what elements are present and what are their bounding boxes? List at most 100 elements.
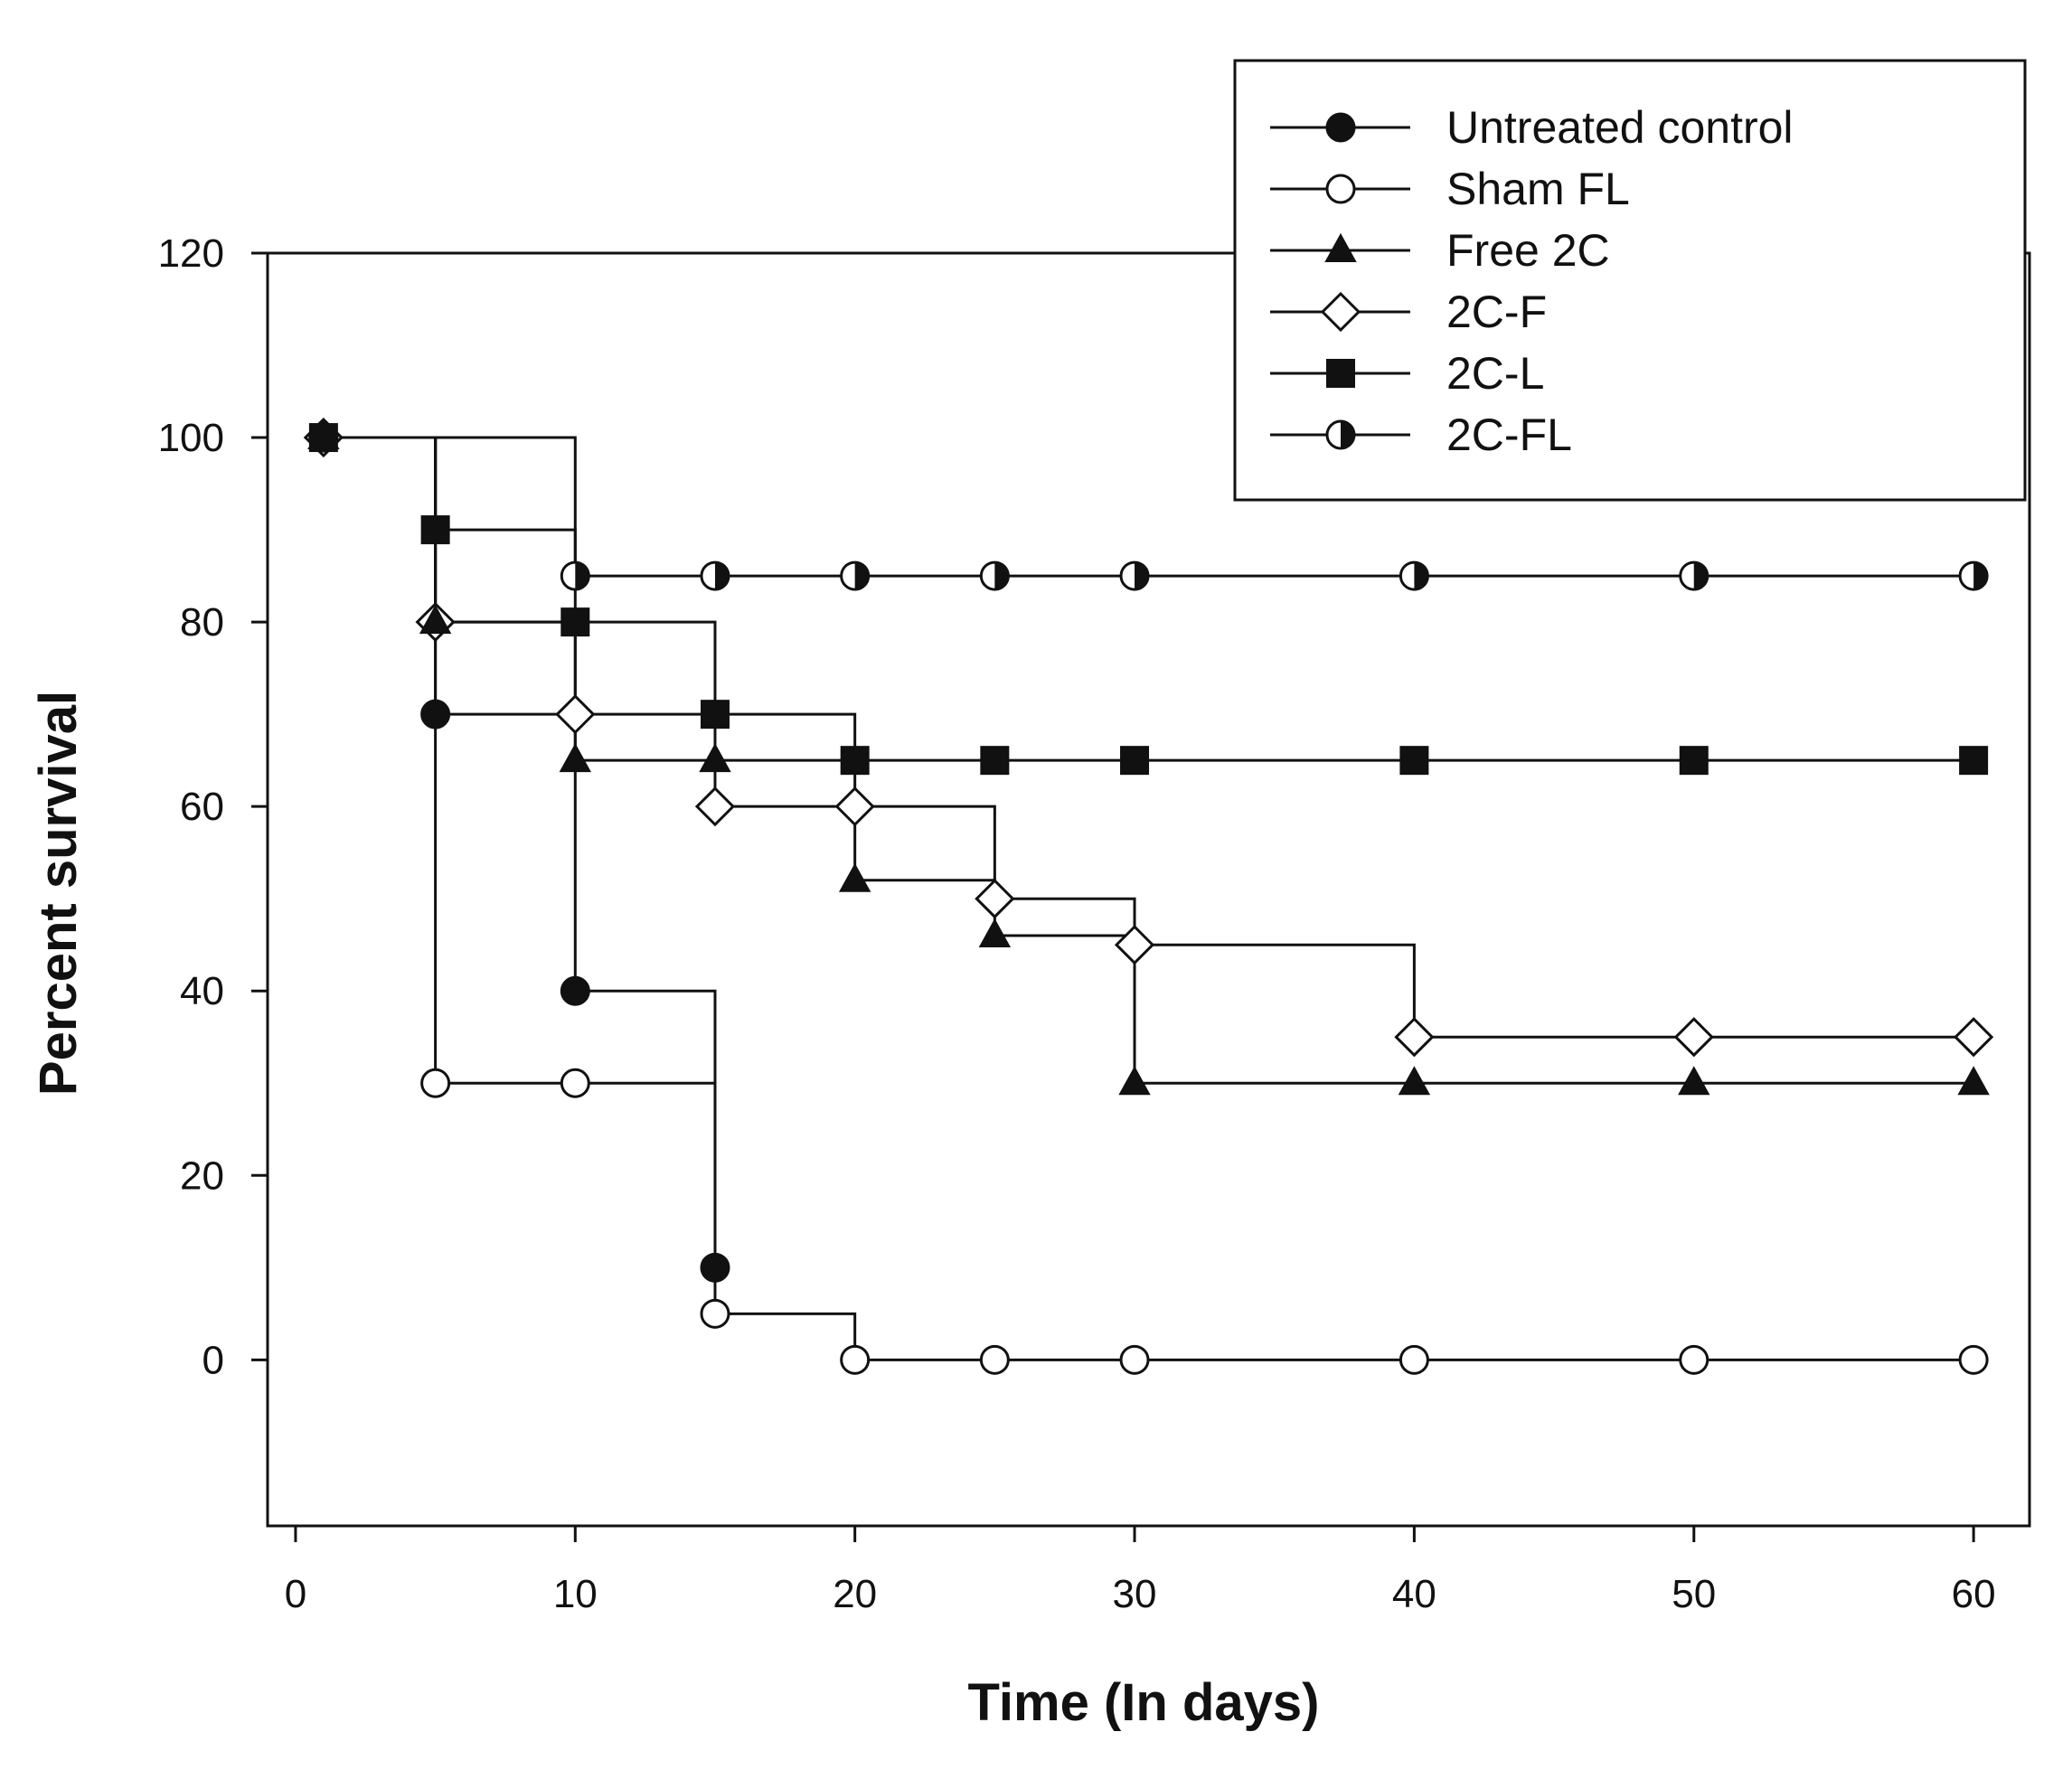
point-sham-fl: [840, 1344, 871, 1375]
x-tick-label: 50: [1672, 1572, 1716, 1616]
legend-item-2c-l: 2C-L: [1270, 348, 1544, 399]
legend: Untreated control Sham FL Free 2C 2C-F 2C-L 2…: [1233, 59, 2027, 502]
marker-shape: [1954, 1017, 1994, 1058]
marker-shape: [555, 694, 596, 735]
marker-shape: [1120, 746, 1150, 776]
marker-shape: [980, 746, 1010, 776]
point-2c-f: [975, 879, 1015, 919]
marker-shape: [1399, 746, 1429, 776]
marker-half-fill: [1341, 421, 1354, 448]
marker-shape: [978, 918, 1012, 948]
marker-shape: [1399, 1344, 1429, 1375]
x-tick-label: 60: [1952, 1572, 1996, 1616]
marker-shape: [975, 879, 1015, 919]
marker-shape: [308, 422, 339, 453]
point-free-2c: [1678, 1066, 1710, 1096]
legend-label: Untreated control: [1446, 102, 1794, 153]
marker-shape: [1325, 112, 1356, 143]
point-free-2c: [419, 605, 452, 635]
point-2c-f: [1954, 1017, 1994, 1058]
y-tick-label: 120: [158, 231, 224, 276]
point-free-2c: [838, 862, 871, 892]
point-2c-fl: [1958, 560, 1989, 591]
series-markers: [303, 417, 1994, 1375]
legend-box: [1233, 59, 2027, 502]
marker-half-fill: [1414, 562, 1428, 590]
point-free-2c: [978, 918, 1012, 948]
y-tick-label: 0: [202, 1338, 224, 1382]
marker-shape: [700, 700, 730, 729]
point-2c-fl: [1119, 560, 1150, 591]
point-2c-l: [1679, 746, 1709, 776]
point-sham-fl: [1679, 1344, 1709, 1375]
marker-shape: [1118, 1066, 1151, 1096]
marker-shape: [840, 746, 870, 776]
point-sham-fl: [1958, 1344, 1989, 1375]
marker-shape: [420, 515, 450, 545]
y-axis-title: Percent survival: [29, 691, 88, 1096]
marker-shape: [1958, 1344, 1989, 1375]
marker-shape: [1957, 1066, 1990, 1096]
point-2c-l: [1959, 746, 1989, 776]
point-sham-fl: [700, 1298, 730, 1329]
point-2c-l: [1120, 746, 1150, 776]
marker-shape: [979, 1344, 1010, 1375]
point-2c-f: [1394, 1017, 1435, 1058]
marker-shape: [1679, 1344, 1709, 1375]
x-tick-label: 20: [833, 1572, 877, 1616]
point-2c-f: [694, 786, 736, 827]
point-untreated-control: [308, 422, 339, 453]
y-tick-label: 40: [180, 969, 224, 1013]
marker-shape: [838, 862, 871, 892]
point-2c-l: [420, 515, 450, 545]
point-2c-l: [1399, 746, 1429, 776]
marker-shape: [1326, 359, 1355, 388]
marker-shape: [1114, 925, 1155, 965]
x-tick-label: 30: [1113, 1572, 1157, 1616]
marker-shape: [560, 1068, 590, 1098]
y-tick-label: 100: [158, 416, 224, 460]
legend-marker: [1326, 359, 1355, 388]
legend-item-free-2c: Free 2C: [1270, 225, 1610, 276]
y-tick-label: 80: [180, 600, 224, 645]
point-free-2c: [1118, 1066, 1151, 1096]
point-sham-fl: [420, 1068, 451, 1098]
y-tick-label: 60: [180, 785, 224, 829]
point-2c-l: [700, 700, 730, 729]
point-2c-fl: [700, 560, 730, 591]
point-untreated-control: [700, 1252, 730, 1283]
marker-shape: [700, 1252, 730, 1283]
marker-shape: [1673, 1017, 1714, 1058]
marker-shape: [840, 1344, 871, 1375]
point-untreated-control: [420, 699, 451, 729]
point-free-2c: [559, 743, 591, 773]
legend-marker: [1325, 174, 1356, 204]
point-2c-f: [1673, 1017, 1714, 1058]
marker-shape: [1324, 232, 1357, 262]
point-free-2c: [1398, 1066, 1431, 1096]
marker-shape: [1320, 291, 1361, 333]
marker-half-fill: [1973, 562, 1988, 590]
marker-shape: [1959, 746, 1989, 776]
marker-shape: [1678, 1066, 1710, 1096]
legend-marker: [1324, 232, 1357, 262]
marker-half-fill: [854, 562, 869, 590]
x-axis-title: Time (In days): [968, 1673, 1320, 1732]
legend-item-2c-f: 2C-F: [1270, 287, 1547, 337]
axis-ticks: 0 20 40 60 80 100 120 0 10 20 30 40 50 60: [158, 231, 1996, 1616]
point-2c-fl: [979, 560, 1010, 591]
marker-half-fill: [575, 562, 589, 590]
series-line-2c-fl: [323, 436, 1974, 578]
point-sham-fl: [1119, 1344, 1150, 1375]
legend-item-sham-fl: Sham FL: [1270, 164, 1630, 214]
point-2c-l: [840, 746, 870, 776]
point-sham-fl: [1399, 1344, 1429, 1375]
marker-shape: [559, 743, 591, 773]
marker-shape: [420, 1068, 451, 1098]
point-2c-f: [555, 694, 596, 735]
marker-shape: [1394, 1017, 1435, 1058]
marker-shape: [694, 786, 736, 827]
legend-label: 2C-FL: [1446, 409, 1572, 460]
series-line-2c-f: [323, 436, 1974, 1039]
marker-shape: [560, 607, 590, 637]
